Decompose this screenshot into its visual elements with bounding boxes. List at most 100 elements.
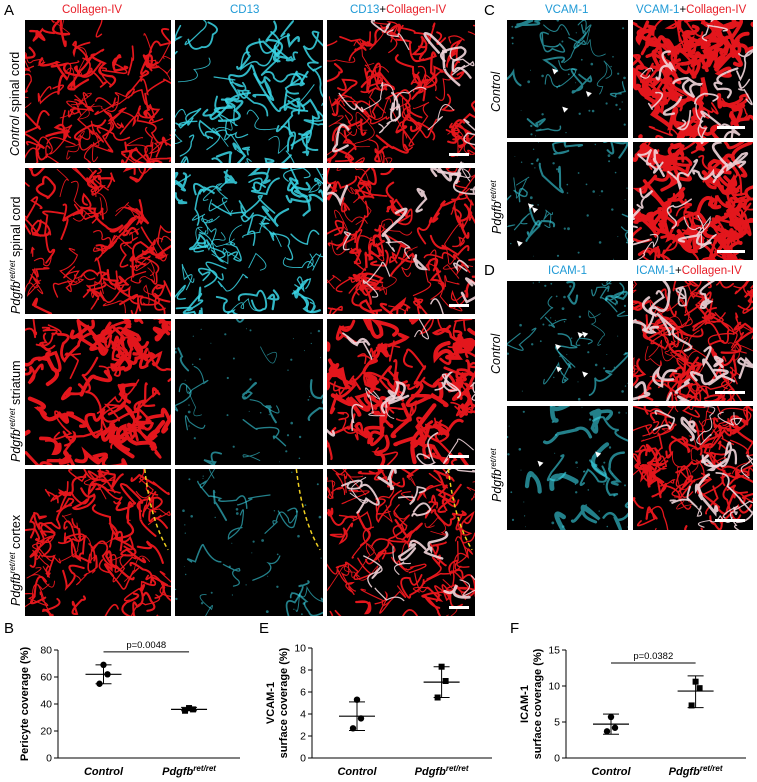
scale-bar [449,606,469,609]
data-point [186,705,193,712]
arrowhead-icon [552,68,559,75]
x-category-label: Pdgfbret/ret [669,764,723,779]
y-tick-label: 60 [40,672,52,684]
row-label-c-pdgfb: Pdgfbret/ret [489,180,505,234]
y-axis-label-line1: ICAM-1 [519,685,531,723]
data-point [688,702,695,709]
scale-bar [449,304,469,307]
data-point [434,694,441,701]
panel-letter-e: E [259,620,270,637]
micrograph-vcam-pdgfb [507,142,628,260]
y-tick-label: 5 [554,717,560,729]
y-tick-label: 20 [40,726,52,738]
micrograph-icam-pdgfb [507,406,628,530]
arrowhead-icon [577,332,584,339]
panel-letter-a: A [4,2,15,19]
y-tick-label: 40 [40,699,52,711]
row-label-c-control: Control [489,71,503,112]
y-tick-label: 0 [300,753,306,765]
x-category-label: Pdgfbret/ret [415,764,469,779]
y-axis-label: Pericyte coverage (%) [19,647,31,762]
micrograph-cd13-striatum-pdgfb [175,319,323,465]
data-point [100,661,107,669]
arrowhead-icon [595,451,602,458]
arrowhead-icon [537,460,544,467]
y-axis-label-line1: VCAM-1 [265,682,277,724]
y-tick-label: 8 [300,665,306,677]
micrograph-merge-spinal-pdgfb [327,168,475,314]
x-category-label: Pdgfbret/ret [162,764,216,779]
panel-letter-d: D [484,262,495,279]
data-point [349,725,357,732]
data-point [696,685,703,692]
y-axis-label-line2: surface coverage (%) [532,648,544,759]
p-value-label: p=0.0048 [126,640,166,651]
data-point [611,724,619,731]
data-point [104,671,111,678]
micrograph-icam-merge-control [633,281,753,401]
y-tick-label: 15 [548,645,560,657]
data-point [603,728,611,735]
micrograph-merge-striatum-pdgfb [327,319,475,465]
y-axis-label-line2: surface coverage (%) [278,647,290,758]
data-point [607,713,615,721]
scale-bar [449,455,469,458]
scale-bar [449,153,469,156]
panel-letter-f: F [510,620,520,637]
arrowhead-icon [582,331,589,338]
chart-vcam-coverage: 0 2 4 6 8 10 VCAM-1 surface coverage (%) Control… [265,643,492,779]
data-point [96,680,103,687]
y-tick-label: 2 [300,731,306,743]
header-vcam-1-collagen-iv: VCAM-1+Collagen-IV [636,4,747,16]
data-point [692,678,699,685]
arrowhead-icon [516,240,523,247]
arrowhead-icon [527,203,534,210]
y-tick-label: 10 [548,681,560,693]
header-vcam-1: VCAM-1 [545,4,589,16]
micrograph-icam-control [507,281,628,401]
arrowhead-icon [556,366,563,373]
data-point [190,706,197,713]
row-label-control-spinal-cord: Control spinal cord [8,51,22,156]
arrowhead-icon [532,207,539,214]
x-category-label: Control [337,766,377,778]
arrowhead-icon [582,371,589,378]
header-cd13-collagen-iv: CD13+Collagen-IV [350,4,447,16]
y-tick-label: 4 [300,709,306,721]
micrograph-cd13-cortex-pdgfb [175,469,323,616]
micrograph-cd13-spinal-pdgfb [175,168,323,314]
data-point [357,715,365,722]
chart-icam-coverage: 0 5 10 15 ICAM-1 surface coverage (%) Control P… [519,645,746,779]
header-icam-1-collagen-iv: ICAM-1+Collagen-IV [636,265,742,277]
header-collagen-iv: Collagen-IV [62,4,123,16]
p-value-label: p=0.0382 [633,651,673,662]
micrograph-collagen-striatum-pdgfb [25,319,171,465]
data-point [438,663,445,670]
x-category-label: Control [84,766,124,778]
scale-bar [715,519,745,522]
micrograph-merge-cortex-pdgfb [327,469,475,616]
y-tick-label: 0 [46,753,52,765]
row-label-pdgfb-spinal-cord: Pdgfbret/ret spinal cord [8,196,24,314]
data-point [442,678,449,684]
y-tick-label: 80 [40,645,52,657]
micrograph-collagen-spinal-control [25,20,171,163]
y-tick-label: 6 [300,687,306,699]
row-label-d-pdgfb: Pdgfbret/ret [489,448,505,502]
arrowhead-icon [555,343,562,350]
micrograph-vcam-merge-pdgfb [633,142,753,260]
data-point [182,707,189,714]
micrograph-vcam-control [507,20,628,138]
y-tick-label: 10 [294,643,306,655]
boundary-dashed-line [447,469,473,551]
micrograph-icam-merge-pdgfb [633,406,753,530]
data-point [353,696,361,703]
panel-letter-b: B [4,620,15,637]
scale-bar [715,391,745,394]
boundary-dashed-line [143,469,169,551]
micrograph-collagen-spinal-pdgfb [25,168,171,314]
row-label-pdgfb-cortex: Pdgfbret/ret cortex [8,514,24,606]
scale-bar [717,250,745,253]
arrowhead-icon [585,91,592,98]
boundary-dashed-line [295,469,321,551]
